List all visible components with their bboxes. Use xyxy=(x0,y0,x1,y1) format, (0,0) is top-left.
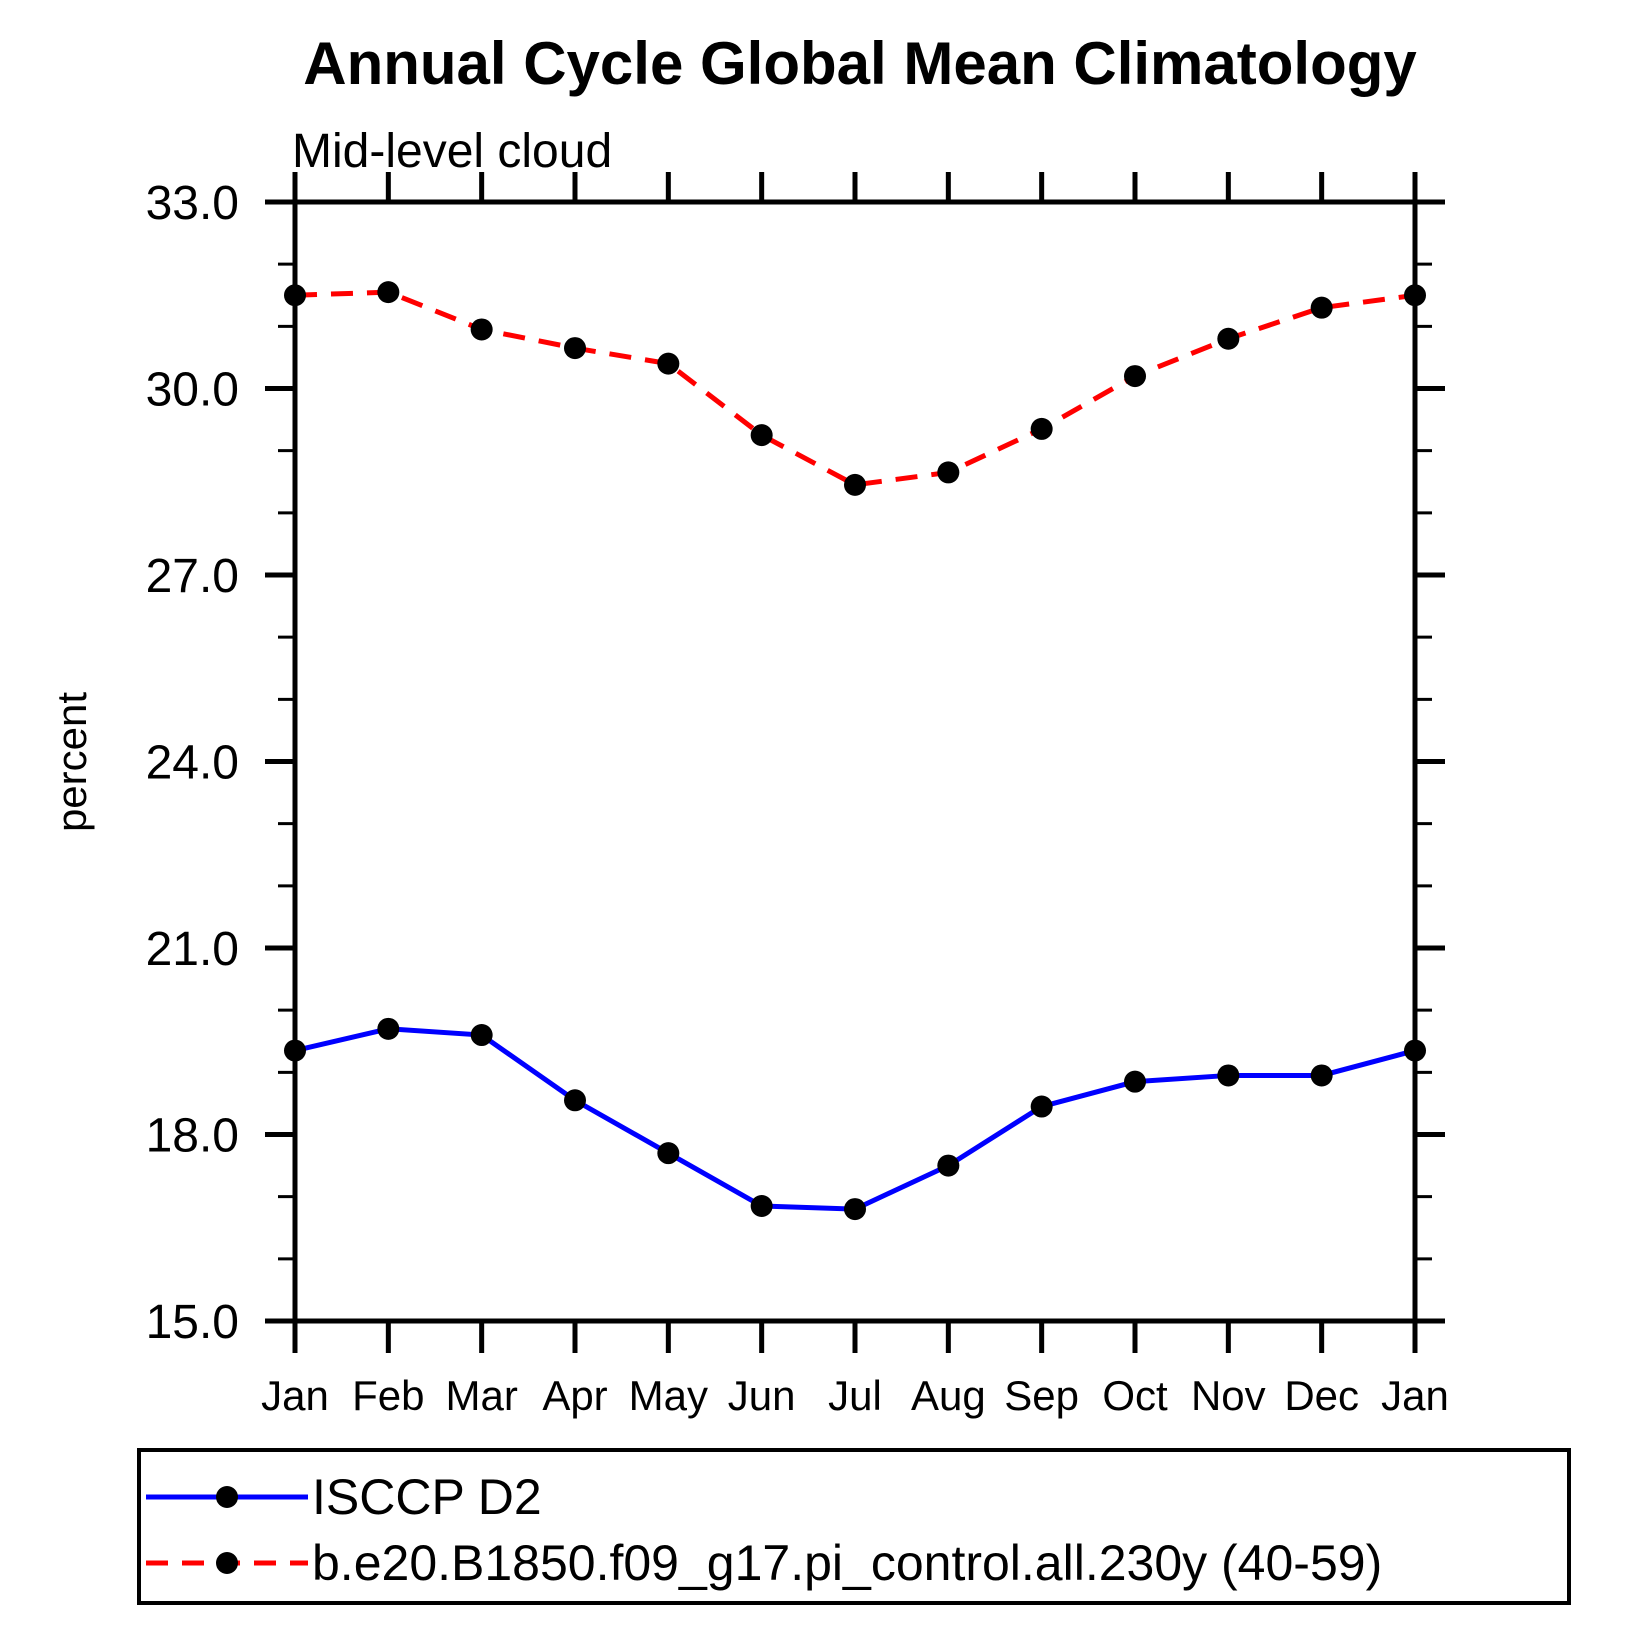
chart-subtitle: Mid-level cloud xyxy=(292,125,612,178)
chart-title: Annual Cycle Global Mean Climatology xyxy=(303,30,1417,97)
x-tick-label: Apr xyxy=(542,1372,607,1419)
data-point-marker xyxy=(1124,365,1146,388)
data-point-marker xyxy=(844,473,866,496)
x-tick-label: Dec xyxy=(1284,1372,1359,1419)
legend-marker-dot xyxy=(216,1552,238,1574)
legend: ISCCP D2 b.e20.B1850.f09_g17.pi_control.… xyxy=(137,1448,1571,1605)
series-isccp-d2 xyxy=(284,1017,1426,1221)
series-model xyxy=(284,281,1426,496)
y-tick-label: 15.0 xyxy=(146,1296,239,1349)
plot-frame xyxy=(292,199,1418,1324)
data-point-marker xyxy=(1030,1095,1053,1118)
legend-label-model: b.e20.B1850.f09_g17.pi_control.all.230y … xyxy=(312,1535,1382,1591)
x-tick-label: Jan xyxy=(261,1372,329,1419)
data-point-marker xyxy=(470,318,493,341)
series-layer xyxy=(284,281,1426,1221)
x-tick-label: Aug xyxy=(911,1372,986,1419)
x-tick-label: Jan xyxy=(1381,1372,1449,1419)
y-tick-label: 30.0 xyxy=(146,364,239,417)
y-ticks xyxy=(265,199,1445,1324)
x-tick-label: Jun xyxy=(728,1372,796,1419)
data-point-marker xyxy=(750,1194,773,1217)
data-point-marker xyxy=(750,424,773,447)
series-line xyxy=(294,1026,1416,1212)
x-tick-label: May xyxy=(629,1372,708,1419)
x-tick-labels: Jan Feb Mar Apr May Jun Jul Aug Sep Oct Nov Dec Jan xyxy=(261,1372,1449,1419)
y-tick-label: 27.0 xyxy=(146,550,239,603)
y-tick-label: 21.0 xyxy=(146,923,239,976)
data-point-marker xyxy=(937,461,960,484)
data-point-marker xyxy=(564,1089,586,1112)
data-point-marker xyxy=(1310,1064,1333,1087)
y-tick-labels: 15.0 18.0 21.0 24.0 27.0 30.0 33.0 xyxy=(146,177,239,1349)
y-tick-label: 24.0 xyxy=(146,737,239,790)
x-tick-label: Sep xyxy=(1004,1372,1079,1419)
data-point-marker xyxy=(377,281,400,304)
data-point-marker xyxy=(1404,284,1426,307)
data-point-marker xyxy=(1030,417,1053,440)
data-point-marker xyxy=(377,1017,400,1040)
data-point-marker xyxy=(657,352,680,375)
data-point-marker xyxy=(1217,327,1240,350)
y-tick-label: 18.0 xyxy=(146,1110,239,1163)
data-point-marker xyxy=(564,337,586,360)
data-point-marker xyxy=(937,1154,960,1177)
legend-row-isccp: ISCCP D2 xyxy=(146,1469,542,1525)
data-point-marker xyxy=(657,1142,680,1165)
x-tick-label: Oct xyxy=(1102,1372,1168,1419)
x-tick-label: Mar xyxy=(445,1372,517,1419)
legend-row-model: b.e20.B1850.f09_g17.pi_control.all.230y … xyxy=(146,1535,1382,1591)
x-ticks xyxy=(292,172,1418,1353)
x-tick-label: Feb xyxy=(352,1372,424,1419)
data-point-marker xyxy=(470,1024,493,1047)
y-tick-label: 33.0 xyxy=(146,177,239,230)
data-point-marker xyxy=(284,284,306,307)
series-line xyxy=(294,289,1416,488)
x-tick-label: Jul xyxy=(828,1372,882,1419)
legend-box xyxy=(137,1448,1571,1605)
x-tick-label: Nov xyxy=(1191,1372,1266,1419)
data-point-marker xyxy=(1217,1064,1240,1087)
data-point-marker xyxy=(1404,1039,1426,1062)
data-point-marker xyxy=(284,1039,306,1062)
legend-label-isccp: ISCCP D2 xyxy=(312,1469,542,1525)
y-axis-label: percent xyxy=(48,692,95,832)
data-point-marker xyxy=(1124,1070,1146,1093)
data-point-marker xyxy=(844,1198,866,1221)
legend-marker-dot xyxy=(216,1486,238,1508)
data-point-marker xyxy=(1310,296,1333,319)
